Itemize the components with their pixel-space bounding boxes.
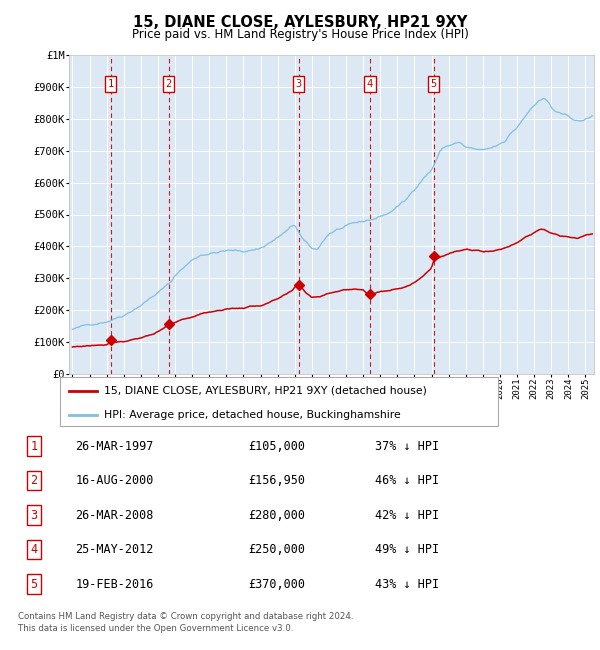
- Text: 3: 3: [296, 79, 302, 89]
- Text: £280,000: £280,000: [248, 508, 305, 521]
- Text: 42% ↓ HPI: 42% ↓ HPI: [375, 508, 439, 521]
- Text: 49% ↓ HPI: 49% ↓ HPI: [375, 543, 439, 556]
- Text: 2: 2: [31, 474, 38, 488]
- Text: 43% ↓ HPI: 43% ↓ HPI: [375, 578, 439, 590]
- Text: 3: 3: [31, 508, 38, 521]
- Text: 15, DIANE CLOSE, AYLESBURY, HP21 9XY (detached house): 15, DIANE CLOSE, AYLESBURY, HP21 9XY (de…: [104, 385, 427, 396]
- Text: HPI: Average price, detached house, Buckinghamshire: HPI: Average price, detached house, Buck…: [104, 410, 401, 420]
- Text: 19-FEB-2016: 19-FEB-2016: [76, 578, 154, 590]
- Text: 26-MAR-1997: 26-MAR-1997: [76, 439, 154, 452]
- Text: 16-AUG-2000: 16-AUG-2000: [76, 474, 154, 488]
- Text: 15, DIANE CLOSE, AYLESBURY, HP21 9XY: 15, DIANE CLOSE, AYLESBURY, HP21 9XY: [133, 15, 467, 30]
- Text: £250,000: £250,000: [248, 543, 305, 556]
- Text: 4: 4: [31, 543, 38, 556]
- Text: 26-MAR-2008: 26-MAR-2008: [76, 508, 154, 521]
- Text: £370,000: £370,000: [248, 578, 305, 590]
- Text: 4: 4: [367, 79, 373, 89]
- Text: 46% ↓ HPI: 46% ↓ HPI: [375, 474, 439, 488]
- Text: 5: 5: [431, 79, 437, 89]
- Text: Price paid vs. HM Land Registry's House Price Index (HPI): Price paid vs. HM Land Registry's House …: [131, 28, 469, 41]
- Text: This data is licensed under the Open Government Licence v3.0.: This data is licensed under the Open Gov…: [18, 624, 293, 633]
- Text: £105,000: £105,000: [248, 439, 305, 452]
- Text: 1: 1: [31, 439, 38, 452]
- Text: 5: 5: [31, 578, 38, 590]
- Text: £156,950: £156,950: [248, 474, 305, 488]
- Text: 25-MAY-2012: 25-MAY-2012: [76, 543, 154, 556]
- Text: 37% ↓ HPI: 37% ↓ HPI: [375, 439, 439, 452]
- Text: Contains HM Land Registry data © Crown copyright and database right 2024.: Contains HM Land Registry data © Crown c…: [18, 612, 353, 621]
- Text: 1: 1: [107, 79, 113, 89]
- Text: 2: 2: [166, 79, 172, 89]
